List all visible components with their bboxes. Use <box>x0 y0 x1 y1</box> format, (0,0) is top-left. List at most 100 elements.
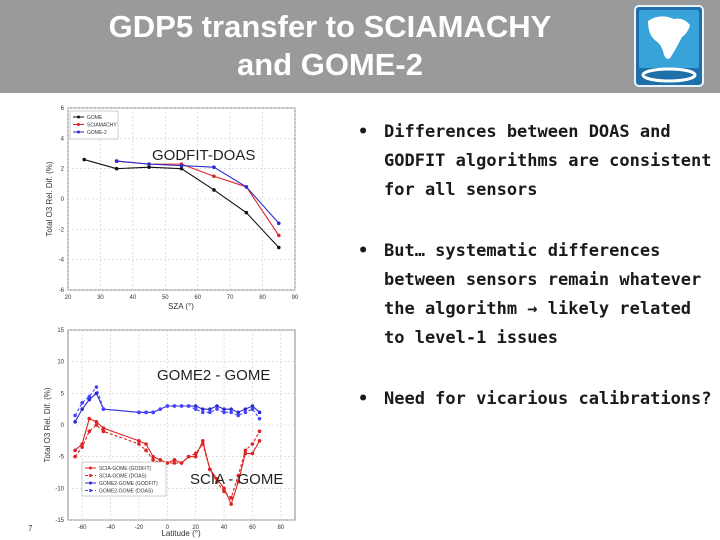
title-line-1: GDP5 transfer to SCIAMACHY <box>108 9 552 44</box>
x-tick-label: 60 <box>249 525 256 531</box>
data-point <box>179 166 184 171</box>
x-tick-label: 40 <box>221 525 228 531</box>
y-tick-label: 10 <box>57 360 64 366</box>
legend-label: SCIA-GOME (GODFIT) <box>99 466 152 472</box>
x-tick-label: 90 <box>292 295 299 301</box>
legend-label: GOME2-GOME (DOAS) <box>99 489 153 495</box>
bullet-item: • Need for vicarious calibrations? <box>358 385 718 414</box>
scia-gome-label: SCIA - GOME <box>190 471 284 488</box>
x-tick-label: 20 <box>65 295 72 301</box>
data-point <box>80 407 84 411</box>
data-point <box>186 404 191 408</box>
godfit-doas-label: GODFIT-DOAS <box>152 147 256 164</box>
data-point <box>172 461 177 465</box>
data-point <box>94 385 99 389</box>
bullet-marker: • <box>358 122 369 142</box>
data-point <box>73 448 77 453</box>
legend-label: GOME2-GOME (GODFIT) <box>99 481 158 487</box>
data-point <box>276 233 281 238</box>
data-point <box>165 461 170 465</box>
x-tick-label: 60 <box>194 295 201 301</box>
data-point <box>236 410 241 415</box>
data-point <box>208 407 212 411</box>
data-point <box>276 245 281 250</box>
legend-label: SCIAMACHY <box>87 123 117 129</box>
data-point <box>215 477 219 481</box>
data-point <box>193 404 198 408</box>
data-point <box>250 407 255 411</box>
data-point <box>208 467 212 472</box>
legend-marker <box>89 474 92 477</box>
series-3 <box>114 159 281 226</box>
y-tick-label: -2 <box>59 227 65 233</box>
slide-title: GDP5 transfer to SCIAMACHY and GOME-2 <box>40 8 620 84</box>
data-point <box>87 397 92 402</box>
data-point <box>215 480 219 484</box>
data-point <box>144 442 148 446</box>
globe-logo-icon <box>634 5 704 87</box>
y-tick-label: 0 <box>61 423 65 429</box>
data-point <box>193 451 198 456</box>
legend-label: SCIA-GOME (DOAS) <box>99 474 147 480</box>
y-tick-label: -15 <box>55 518 64 524</box>
bullet-list: • Differences between DOAS and GODFIT al… <box>358 118 718 446</box>
title-line-2: and GOME-2 <box>236 47 423 82</box>
data-point <box>158 458 163 462</box>
data-point <box>222 410 226 415</box>
y-tick-label: 5 <box>61 391 65 397</box>
data-point <box>94 420 99 424</box>
data-point <box>276 221 281 226</box>
data-point <box>73 420 77 424</box>
data-point <box>87 429 92 434</box>
data-point <box>243 448 248 453</box>
data-point <box>137 410 141 415</box>
data-point <box>243 407 248 411</box>
data-point <box>243 410 248 415</box>
data-point <box>250 451 255 456</box>
series-line <box>116 160 280 224</box>
data-point <box>158 407 163 411</box>
data-point <box>236 413 241 418</box>
x-tick-label: 0 <box>166 525 170 531</box>
data-point <box>193 407 198 411</box>
legend: SCIA-GOME (GODFIT)SCIA-GOME (DOAS)GOME2-… <box>81 461 167 497</box>
legend-marker <box>89 466 92 470</box>
data-point <box>222 489 226 494</box>
legend-marker <box>77 115 80 119</box>
data-point <box>147 165 151 169</box>
data-point <box>101 407 106 411</box>
data-point <box>215 404 219 408</box>
data-point <box>236 473 241 478</box>
data-point <box>151 454 155 459</box>
title-bar: GDP5 transfer to SCIAMACHY and GOME-2 <box>0 0 720 93</box>
data-point <box>212 188 216 192</box>
bullet-text: Differences between DOAS and GODFIT algo… <box>384 122 712 200</box>
data-point <box>80 442 84 446</box>
series-4 <box>73 385 262 421</box>
data-point <box>200 407 205 411</box>
y-axis-label: Total O3 Rel. Dif. (%) <box>45 161 54 236</box>
data-point <box>172 458 177 462</box>
x-tick-label: -20 <box>135 525 144 531</box>
data-point <box>151 410 155 415</box>
legend-label: GOME-2 <box>87 130 107 136</box>
data-point <box>114 166 119 171</box>
data-point <box>229 496 233 500</box>
data-point <box>82 157 87 162</box>
data-point <box>250 442 255 446</box>
data-point <box>193 454 198 459</box>
data-point <box>208 410 212 415</box>
data-point <box>137 442 141 446</box>
data-point <box>200 439 205 443</box>
page-number: 7 <box>28 524 33 533</box>
series-2 <box>73 423 262 500</box>
data-point <box>137 439 141 443</box>
data-point <box>250 404 255 408</box>
y-tick-label: -6 <box>59 288 65 294</box>
x-axis-label: Latitude (°) <box>161 529 201 538</box>
data-point <box>165 404 170 408</box>
gome2-gome-label: GOME2 - GOME <box>157 367 271 384</box>
y-tick-label: 0 <box>61 197 65 203</box>
